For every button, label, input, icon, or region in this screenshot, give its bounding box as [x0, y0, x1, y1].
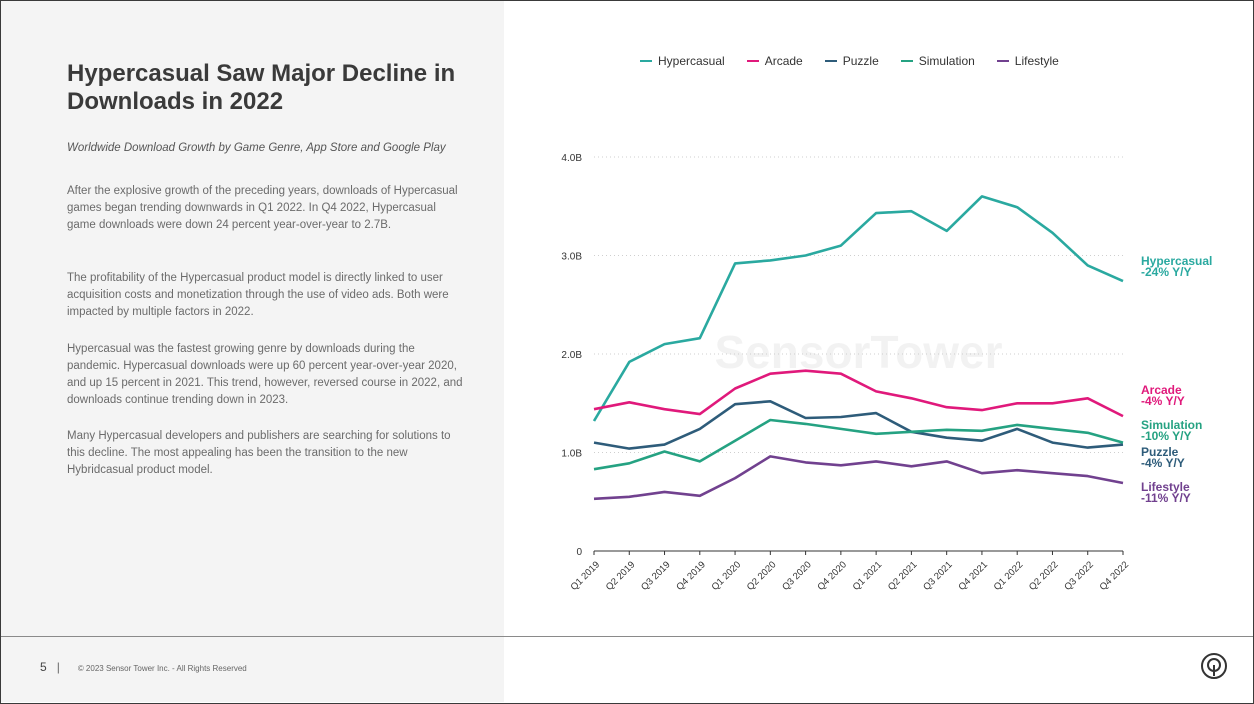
x-tick-label: Q4 2021	[957, 559, 991, 593]
paragraph-2: The profitability of the Hypercasual pro…	[67, 272, 449, 318]
y-tick-label: 3.0B	[561, 252, 582, 263]
series-line-puzzle	[593, 399, 1124, 450]
copyright-text: © 2023 Sensor Tower Inc. - All Rights Re…	[77, 664, 247, 673]
x-tick-label: Q4 2019	[674, 559, 708, 593]
end-label-change: -4% Y/Y	[1141, 394, 1185, 408]
x-tick-label: Q1 2019	[569, 559, 603, 593]
chart-legend: Hypercasual Arcade Puzzle Simulation Lifesty…	[640, 54, 1059, 68]
end-label-name: Arcade	[1141, 383, 1182, 397]
page-number: 5	[40, 660, 47, 674]
end-label-change: -24% Y/Y	[1141, 265, 1192, 279]
legend-swatch	[900, 60, 913, 62]
end-label-change: -10% Y/Y	[1141, 429, 1192, 443]
sensor-tower-logo-icon	[1201, 653, 1227, 679]
paragraph-4: Many Hypercasual developers and publishe…	[67, 430, 451, 476]
legend-item-simulation: Simulation	[900, 54, 975, 68]
series-line-hypercasual	[592, 195, 1124, 422]
legend-swatch	[640, 60, 652, 62]
series-line-simulation	[593, 418, 1124, 471]
paragraph-1: After the explosive growth of the preced…	[67, 185, 458, 231]
x-tick-label: Q1 2020	[710, 559, 744, 593]
footer-divider	[1, 636, 1253, 637]
x-tick-label: Q2 2021	[886, 559, 920, 593]
legend-item-hypercasual: Hypercasual	[640, 54, 725, 68]
legend-item-puzzle: Puzzle	[824, 54, 879, 68]
footer: 5 | © 2023 Sensor Tower Inc. - All Rights …	[40, 660, 247, 674]
legend-swatch	[996, 60, 1009, 62]
legend-label: Arcade	[764, 54, 803, 68]
x-tick-label: Q4 2020	[815, 559, 849, 593]
end-label-name: Lifestyle	[1141, 480, 1190, 494]
x-tick-label: Q2 2022	[1027, 559, 1061, 593]
legend-label: Lifestyle	[1014, 54, 1059, 68]
watermark-text: SensorTower	[715, 326, 1003, 378]
legend-label: Puzzle	[842, 54, 879, 68]
end-label-lifestyle: Lifestyle -11% Y/Y	[1141, 480, 1191, 505]
footer-separator: |	[56, 660, 60, 674]
x-tick-label: Q2 2020	[745, 559, 779, 593]
series-line-lifestyle	[593, 455, 1124, 501]
y-tick-label: 0	[576, 547, 582, 558]
chart-subtitle: Worldwide Download Growth by Game Genre,…	[67, 142, 446, 154]
end-label-change: -11% Y/Y	[1141, 491, 1191, 505]
x-tick-label: Q4 2022	[1098, 559, 1132, 593]
left-panel	[1, 1, 504, 636]
x-tick-label: Q3 2020	[780, 559, 814, 593]
end-label-name: Hypercasual	[1141, 254, 1213, 268]
footer-background	[1, 637, 504, 702]
end-label-change: -4% Y/Y	[1141, 456, 1185, 470]
x-tick-label: Q1 2022	[992, 559, 1026, 593]
y-tick-label: 1.0B	[561, 449, 582, 460]
end-label-puzzle: Puzzle -4% Y/Y	[1141, 445, 1185, 470]
end-label-name: Simulation	[1141, 418, 1203, 432]
x-tick-label: Q1 2021	[851, 559, 885, 593]
end-label-simulation: Simulation -10% Y/Y	[1141, 418, 1203, 443]
end-label-name: Puzzle	[1141, 445, 1179, 459]
end-label-hypercasual: Hypercasual -24% Y/Y	[1141, 254, 1213, 279]
y-tick-label: 2.0B	[561, 350, 582, 361]
series-line-arcade	[593, 369, 1124, 418]
page-title: Hypercasual Saw Major Decline in Downloa…	[67, 60, 456, 115]
y-tick-label: 4.0B	[561, 153, 582, 164]
paragraph-3: Hypercasual was the fastest growing genr…	[67, 343, 463, 406]
legend-label: Hypercasual	[658, 54, 725, 68]
x-tick-label: Q3 2022	[1062, 559, 1096, 593]
legend-item-arcade: Arcade	[746, 54, 803, 68]
x-tick-label: Q3 2021	[921, 559, 955, 593]
x-tick-label: Q3 2019	[639, 559, 673, 593]
legend-item-lifestyle: Lifestyle	[996, 54, 1059, 68]
legend-swatch	[746, 60, 759, 62]
end-label-arcade: Arcade -4% Y/Y	[1141, 383, 1185, 408]
x-tick-label: Q2 2019	[604, 559, 638, 593]
legend-swatch	[824, 60, 837, 62]
legend-label: Simulation	[918, 54, 975, 68]
